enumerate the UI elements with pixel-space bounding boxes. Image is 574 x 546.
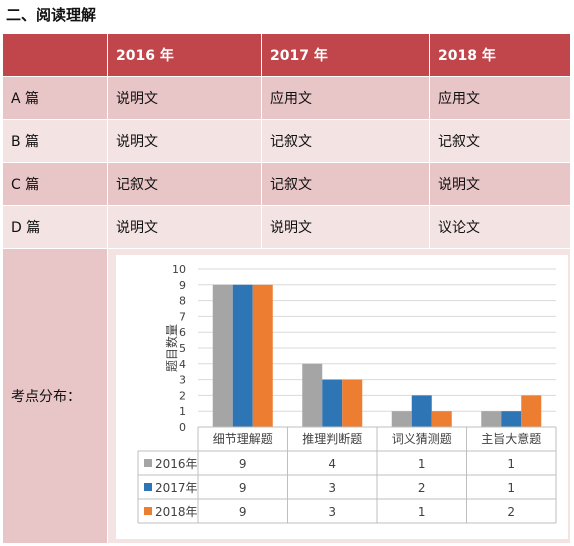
bar [431, 411, 452, 427]
table-cell: 说明文 [107, 119, 262, 163]
table-cell: 记叙文 [261, 162, 430, 206]
bar [322, 379, 343, 427]
table-row: D 篇 说明文 说明文 议论文 [2, 205, 571, 249]
legend-swatch [144, 507, 152, 515]
table-cell: 应用文 [261, 76, 430, 120]
bar [232, 284, 253, 427]
bar [521, 395, 542, 427]
bar [391, 411, 412, 427]
bar [501, 411, 522, 427]
bar [342, 379, 363, 427]
y-tick-label: 3 [179, 374, 186, 387]
row-label: A 篇 [2, 76, 108, 120]
reading-table: 2016 年 2017 年 2018 年 A 篇 说明文 应用文 应用文 B 篇… [2, 33, 571, 544]
header-cell-2018: 2018 年 [429, 33, 571, 77]
header-row: 2016 年 2017 年 2018 年 [2, 33, 571, 77]
y-tick-label: 6 [179, 326, 186, 339]
y-tick-label: 0 [179, 421, 186, 434]
table-row: B 篇 说明文 记叙文 记叙文 [2, 119, 571, 163]
legend-series-name: 2018年 [155, 505, 198, 519]
x-category-label: 推理判断题 [302, 431, 362, 446]
bar [212, 284, 233, 427]
section-heading: 二、阅读理解 [6, 6, 97, 24]
data-table-value: 9 [239, 481, 247, 495]
y-axis-title: 题目数量 [164, 324, 179, 372]
data-table-value: 9 [239, 457, 247, 471]
legend-series-name: 2017年 [155, 481, 198, 495]
y-tick-label: 2 [179, 389, 186, 402]
x-category-label: 词义猜测题 [392, 432, 452, 446]
table-cell: 说明文 [107, 205, 262, 249]
table-cell: 记叙文 [107, 162, 262, 206]
y-tick-label: 7 [179, 310, 186, 323]
y-tick-label: 5 [179, 342, 186, 355]
data-table-value: 2 [507, 505, 515, 519]
x-category-label: 主旨大意题 [481, 431, 541, 446]
data-table-value: 9 [239, 505, 247, 519]
row-label: D 篇 [2, 205, 108, 249]
table-cell: 说明文 [429, 162, 571, 206]
legend-series-name: 2016年 [155, 457, 198, 471]
header-cell-2017: 2017 年 [261, 33, 430, 77]
legend-swatch [144, 459, 152, 467]
y-tick-label: 8 [179, 295, 186, 308]
table-row: A 篇 说明文 应用文 应用文 [2, 76, 571, 120]
chart-row: 考点分布： 0 1 2 3 4 5 6 7 8 9 10 题目数量细节理解题 推理判断题 词义猜测题 主旨大… [2, 248, 571, 544]
legend-swatch [144, 483, 152, 491]
table-cell: 议论文 [429, 205, 571, 249]
bar [411, 395, 432, 427]
bar [481, 411, 502, 427]
data-table-value: 1 [418, 505, 426, 519]
bar [252, 284, 273, 427]
chart-container: 0 1 2 3 4 5 6 7 8 9 10 题目数量细节理解题 推理判断题 词义猜测题 主旨大意题 2016… [116, 255, 568, 539]
header-cell-2016: 2016 年 [107, 33, 262, 77]
chart-cell: 0 1 2 3 4 5 6 7 8 9 10 题目数量细节理解题 推理判断题 词义猜测题 主旨大意题 2016… [107, 248, 571, 544]
x-category-label: 细节理解题 [213, 432, 273, 446]
table-row: C 篇 记叙文 记叙文 说明文 [2, 162, 571, 206]
data-table-value: 2 [418, 481, 426, 495]
bar [302, 363, 323, 427]
table-cell: 应用文 [429, 76, 571, 120]
y-tick-label: 10 [172, 263, 186, 276]
row-label: C 篇 [2, 162, 108, 206]
table-cell: 说明文 [107, 76, 262, 120]
data-table-value: 4 [328, 457, 336, 471]
data-table-value: 3 [328, 481, 336, 495]
data-table-value: 1 [507, 481, 515, 495]
data-table-value: 1 [507, 457, 515, 471]
data-table-value: 1 [418, 457, 426, 471]
table-cell: 记叙文 [261, 119, 430, 163]
y-tick-label: 9 [179, 279, 186, 292]
row-label: B 篇 [2, 119, 108, 163]
table-cell: 说明文 [261, 205, 430, 249]
y-tick-label: 4 [179, 358, 186, 371]
data-table-value: 3 [328, 505, 336, 519]
y-tick-label: 1 [179, 405, 186, 418]
header-cell-empty [2, 33, 108, 77]
table-cell: 记叙文 [429, 119, 571, 163]
chart-row-label: 考点分布： [2, 248, 108, 544]
